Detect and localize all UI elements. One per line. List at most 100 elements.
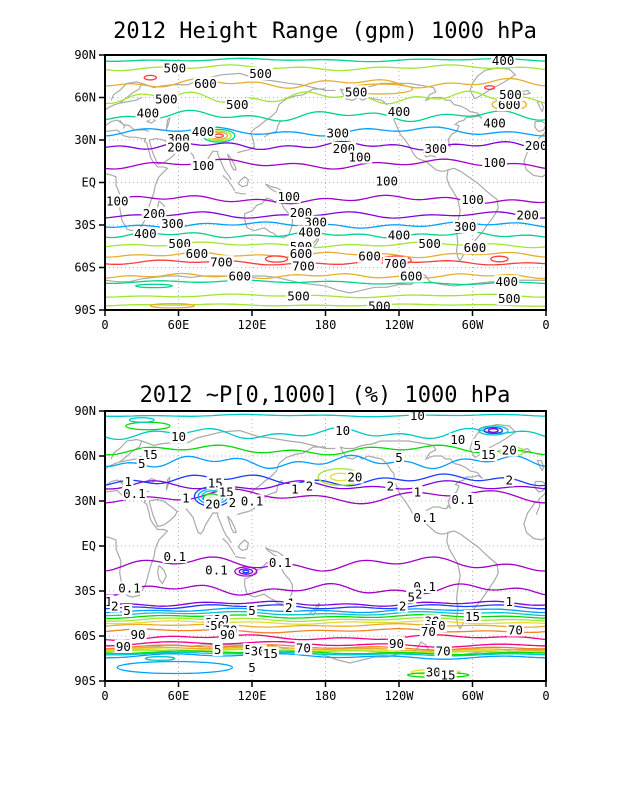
contour-line-2 xyxy=(105,473,546,487)
contour-label: 10 xyxy=(171,429,186,444)
contour-label: 200 xyxy=(167,140,190,155)
contour-label: 600 xyxy=(290,246,313,261)
contour-blob-600 xyxy=(149,302,196,309)
contour-label-box xyxy=(383,256,408,270)
contour-label: 5 xyxy=(123,603,131,618)
contour-blob-700 xyxy=(264,255,289,263)
contour-label-box xyxy=(413,587,424,601)
contour-label: 700 xyxy=(210,254,233,269)
contour-label-box xyxy=(160,217,185,231)
contour-label-box xyxy=(482,116,507,130)
contour-label-box xyxy=(452,219,478,233)
y-tick-label: 60N xyxy=(74,449,96,463)
contour-label-box xyxy=(288,205,314,219)
contour-label-box xyxy=(227,496,238,509)
contour-label: 200 xyxy=(143,206,166,221)
contour-label-box xyxy=(472,439,483,452)
contour-label-box xyxy=(136,457,147,470)
contour-label: 70 xyxy=(508,623,523,638)
contour-label-box xyxy=(515,208,540,222)
contour-label-box xyxy=(450,493,475,506)
contour-line-500 xyxy=(105,293,546,299)
contour-blob-10 xyxy=(477,425,509,436)
contour-label-box xyxy=(114,640,133,653)
x-tick-label: 60W xyxy=(462,318,484,332)
contour-label: 700 xyxy=(384,256,407,271)
contour-line-50 xyxy=(105,645,546,652)
y-tick-label: 60N xyxy=(74,91,96,105)
y-tick-label: 90S xyxy=(74,674,96,688)
contour-label-box xyxy=(109,599,120,613)
contour-label: 100 xyxy=(106,193,129,208)
contour-label-box xyxy=(267,556,293,569)
contour-label-box xyxy=(217,485,235,499)
contour-label-box xyxy=(227,269,253,283)
contour-label-box xyxy=(406,590,417,604)
contour-label: 400 xyxy=(388,104,411,119)
contour-label-box xyxy=(117,581,142,595)
contour-label-box xyxy=(248,66,273,80)
contour-label-box xyxy=(190,125,216,138)
contour-label: 5 xyxy=(248,603,256,618)
contour-line-100 xyxy=(105,158,546,170)
contour-label: 500 xyxy=(164,60,187,75)
contour-label: 2 xyxy=(387,479,395,494)
x-tick-label: 60E xyxy=(168,689,190,703)
contour-label-box xyxy=(283,601,294,614)
contour-label: 2 xyxy=(399,599,407,614)
contour-label-box xyxy=(504,595,515,608)
contour-label-box xyxy=(386,105,412,119)
contour-line-70 xyxy=(105,644,546,651)
contour-label: 2 xyxy=(229,495,237,510)
contour-label: 500 xyxy=(345,84,368,99)
contour-label-box xyxy=(367,299,392,310)
contour-label-box xyxy=(387,637,406,650)
contour-label-box xyxy=(239,494,265,508)
contour-label: 500 xyxy=(418,236,441,251)
contour-label-box xyxy=(261,646,280,660)
contour-blob-15 xyxy=(125,421,171,431)
contour-label: 5 xyxy=(248,660,256,675)
contour-line-1 xyxy=(105,480,546,490)
contour-label: 400 xyxy=(137,106,160,121)
contour-line-15 xyxy=(105,650,546,656)
contour-lines xyxy=(105,413,546,678)
contour-label: 100 xyxy=(483,155,506,170)
contour-label-box xyxy=(347,150,373,164)
contour-label: 100 xyxy=(375,174,398,189)
contour-label-box xyxy=(423,142,449,155)
contour-label: 15 xyxy=(481,447,496,462)
contour-label: 100 xyxy=(349,150,372,165)
y-tick-label: 30N xyxy=(74,133,96,147)
contour-label: 2 xyxy=(415,587,423,602)
contour-label-box xyxy=(246,604,258,617)
contour-line-0.1 xyxy=(105,556,546,572)
contour-label: 100 xyxy=(277,189,300,204)
contour-label-box xyxy=(167,236,193,250)
contour-line-600 xyxy=(105,77,546,89)
contour-label: 200 xyxy=(516,208,539,223)
contour-label: 600 xyxy=(358,249,381,264)
x-tick-label: 120E xyxy=(238,318,267,332)
contour-label-box xyxy=(288,246,314,260)
contour-label-box xyxy=(496,292,522,306)
contour-label-box xyxy=(209,255,234,269)
contour-label: 500 xyxy=(499,87,522,102)
contour-line-400 xyxy=(105,109,546,123)
contour-line-5 xyxy=(105,454,546,470)
contour-label: 5 xyxy=(138,456,146,471)
contour-label: 1 xyxy=(505,594,513,609)
contour-label: 500 xyxy=(155,91,178,106)
contour-label: 70 xyxy=(436,644,451,659)
contour-label-box xyxy=(180,491,191,505)
contour-label-box xyxy=(212,643,223,656)
contour-label-box xyxy=(286,289,311,303)
contour-label-box xyxy=(289,482,300,496)
contour-label: 5 xyxy=(474,438,482,453)
contour-label-box xyxy=(129,628,147,641)
